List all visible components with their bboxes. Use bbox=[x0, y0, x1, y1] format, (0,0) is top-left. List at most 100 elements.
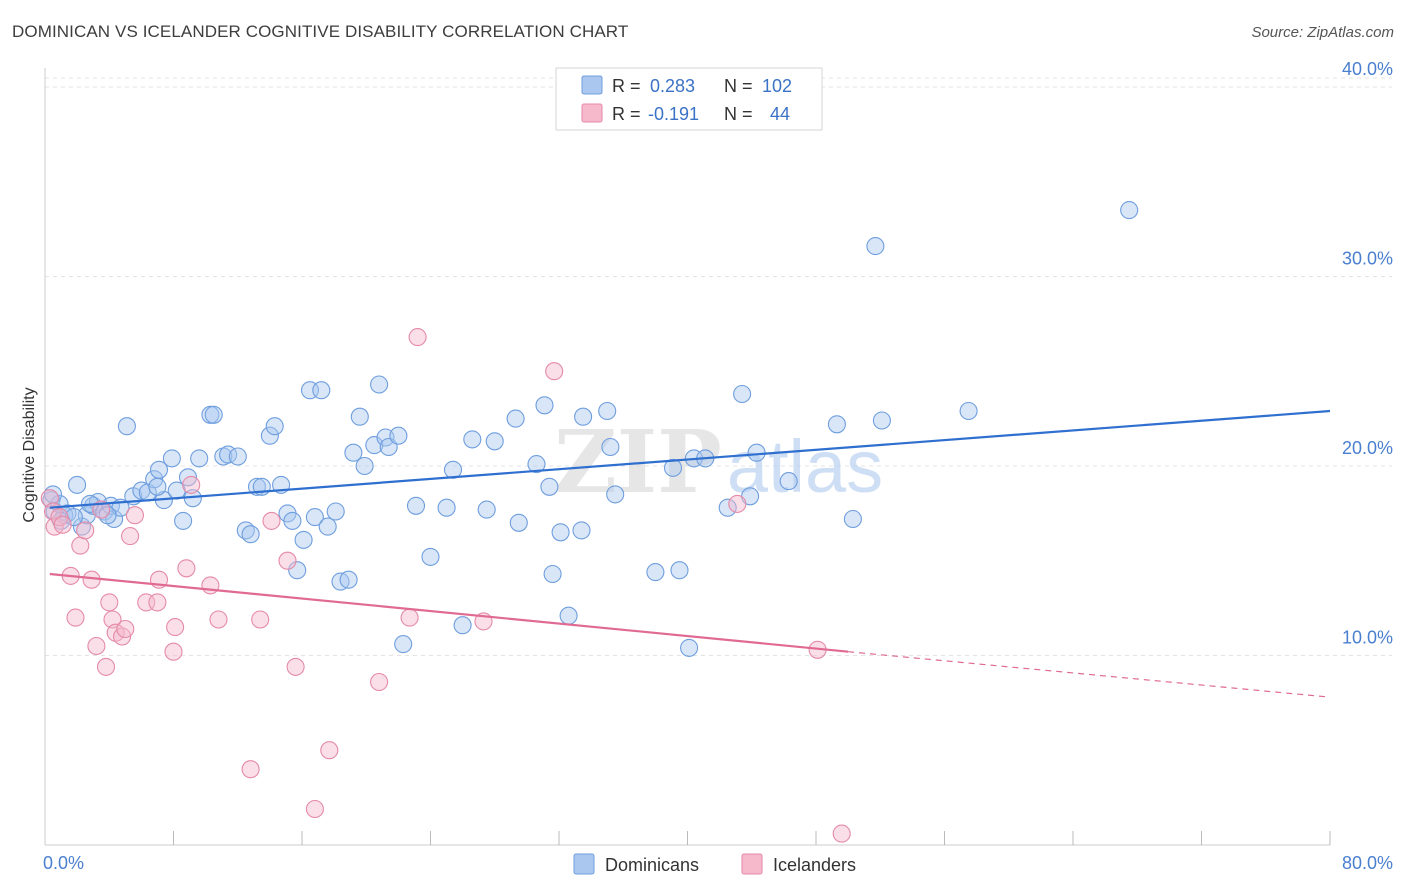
legend-n-value-2: 44 bbox=[770, 104, 790, 124]
dominican-point bbox=[559, 606, 578, 625]
dominicans-trend-line bbox=[49, 409, 1331, 509]
dominican-point bbox=[551, 523, 570, 542]
icelander-point bbox=[400, 608, 419, 627]
icelander-point bbox=[121, 527, 140, 546]
dominican-point bbox=[485, 432, 504, 451]
dominican-point bbox=[339, 570, 358, 589]
chart-title: DOMINICAN VS ICELANDER COGNITIVE DISABIL… bbox=[12, 22, 629, 41]
dominican-point bbox=[866, 237, 885, 256]
dominican-point bbox=[241, 525, 260, 544]
dominican-point bbox=[344, 443, 363, 462]
dominican-point bbox=[260, 426, 279, 445]
legend-swatch-dominicans bbox=[581, 75, 603, 95]
dominican-point bbox=[747, 443, 766, 462]
bottom-legend-icelanders: Icelanders bbox=[773, 855, 856, 875]
dominican-point bbox=[148, 477, 167, 496]
dominican-point bbox=[827, 415, 846, 434]
icelander-point bbox=[125, 506, 144, 525]
dominican-point bbox=[527, 455, 546, 474]
y-tick-label: 40.0% bbox=[1342, 59, 1393, 79]
dominican-point bbox=[421, 547, 440, 566]
icelander-point bbox=[728, 494, 747, 513]
dominican-point bbox=[117, 417, 136, 436]
icelander-point bbox=[66, 608, 85, 627]
legend-r-value-1: 0.283 bbox=[650, 76, 695, 96]
icelander-point bbox=[408, 328, 427, 347]
legend-r-label-2: R = bbox=[612, 104, 641, 124]
dominican-point bbox=[509, 513, 528, 532]
legend-n-label-1: N = bbox=[724, 76, 753, 96]
dominican-point bbox=[598, 401, 617, 421]
dominican-point bbox=[779, 472, 798, 491]
trend-lines bbox=[49, 409, 1331, 698]
icelander-point bbox=[76, 521, 95, 540]
dominican-point bbox=[174, 511, 193, 530]
dominican-point bbox=[872, 411, 891, 430]
grid-lines bbox=[45, 77, 1392, 656]
chart-source: Source: ZipAtlas.com bbox=[1251, 24, 1394, 41]
dominican-point bbox=[606, 485, 625, 504]
dominican-point bbox=[646, 563, 665, 582]
dominican-point bbox=[843, 509, 862, 529]
dominican-point bbox=[1120, 201, 1139, 220]
icelander-point bbox=[87, 636, 106, 656]
icelander-point bbox=[832, 824, 851, 843]
bottom-legend-swatch-icelanders bbox=[741, 853, 763, 875]
icelander-point bbox=[116, 619, 135, 639]
y-tick-label: 30.0% bbox=[1342, 248, 1393, 268]
x-tick-label-min: 0.0% bbox=[43, 853, 84, 873]
dominican-point bbox=[318, 517, 337, 536]
dominican-point bbox=[718, 498, 737, 517]
legend-box: R = 0.283 N = 102 R = -0.191 N = 44 bbox=[555, 67, 823, 131]
icelander-point bbox=[53, 515, 72, 534]
watermark-atlas: atlas bbox=[727, 425, 883, 508]
icelander-point bbox=[278, 551, 297, 570]
icelander-point bbox=[166, 618, 185, 637]
dominican-point bbox=[312, 381, 331, 400]
legend-n-label-2: N = bbox=[724, 104, 753, 124]
dominican-point bbox=[477, 500, 496, 519]
icelanders-trend-extension bbox=[848, 651, 1331, 698]
dominican-point bbox=[162, 449, 181, 468]
icelander-point bbox=[251, 610, 270, 629]
dominican-point bbox=[543, 564, 562, 584]
icelander-point bbox=[241, 760, 260, 779]
dominican-point bbox=[663, 458, 683, 477]
dominican-point bbox=[601, 437, 620, 457]
data-points bbox=[40, 201, 1139, 843]
dominican-point bbox=[355, 456, 374, 476]
dominican-point bbox=[265, 417, 284, 436]
icelander-point bbox=[262, 511, 281, 530]
dominican-point bbox=[389, 426, 408, 445]
dominican-point bbox=[540, 477, 559, 496]
dominican-point bbox=[572, 521, 591, 540]
icelander-point bbox=[286, 657, 305, 676]
dominican-point bbox=[283, 511, 302, 530]
y-axis-title: Cognitive Disability bbox=[21, 387, 38, 522]
dominican-point bbox=[574, 407, 593, 426]
legend-r-label-1: R = bbox=[612, 76, 641, 96]
icelander-point bbox=[370, 672, 389, 692]
dominican-point bbox=[680, 638, 699, 657]
icelanders-trend-line bbox=[49, 572, 849, 653]
legend-swatch-icelanders bbox=[581, 103, 603, 123]
bottom-legend-swatch-dominicans bbox=[573, 853, 595, 875]
icelander-point bbox=[92, 500, 111, 519]
dominican-point bbox=[535, 396, 554, 415]
dominican-point bbox=[294, 530, 313, 549]
dominican-point bbox=[506, 409, 525, 428]
legend-n-value-1: 102 bbox=[762, 76, 792, 96]
icelander-point bbox=[71, 536, 90, 555]
dominican-point bbox=[228, 447, 247, 466]
dominican-point bbox=[394, 635, 413, 654]
dominican-point bbox=[670, 561, 689, 580]
icelander-point bbox=[545, 362, 564, 381]
icelander-point bbox=[100, 593, 119, 612]
icelander-point bbox=[177, 559, 196, 578]
icelander-point bbox=[305, 799, 324, 819]
dominican-point bbox=[437, 498, 456, 517]
legend-r-value-2: -0.191 bbox=[648, 104, 699, 124]
icelander-point bbox=[320, 741, 339, 760]
dominican-point bbox=[959, 401, 978, 421]
icelander-point bbox=[148, 593, 167, 612]
